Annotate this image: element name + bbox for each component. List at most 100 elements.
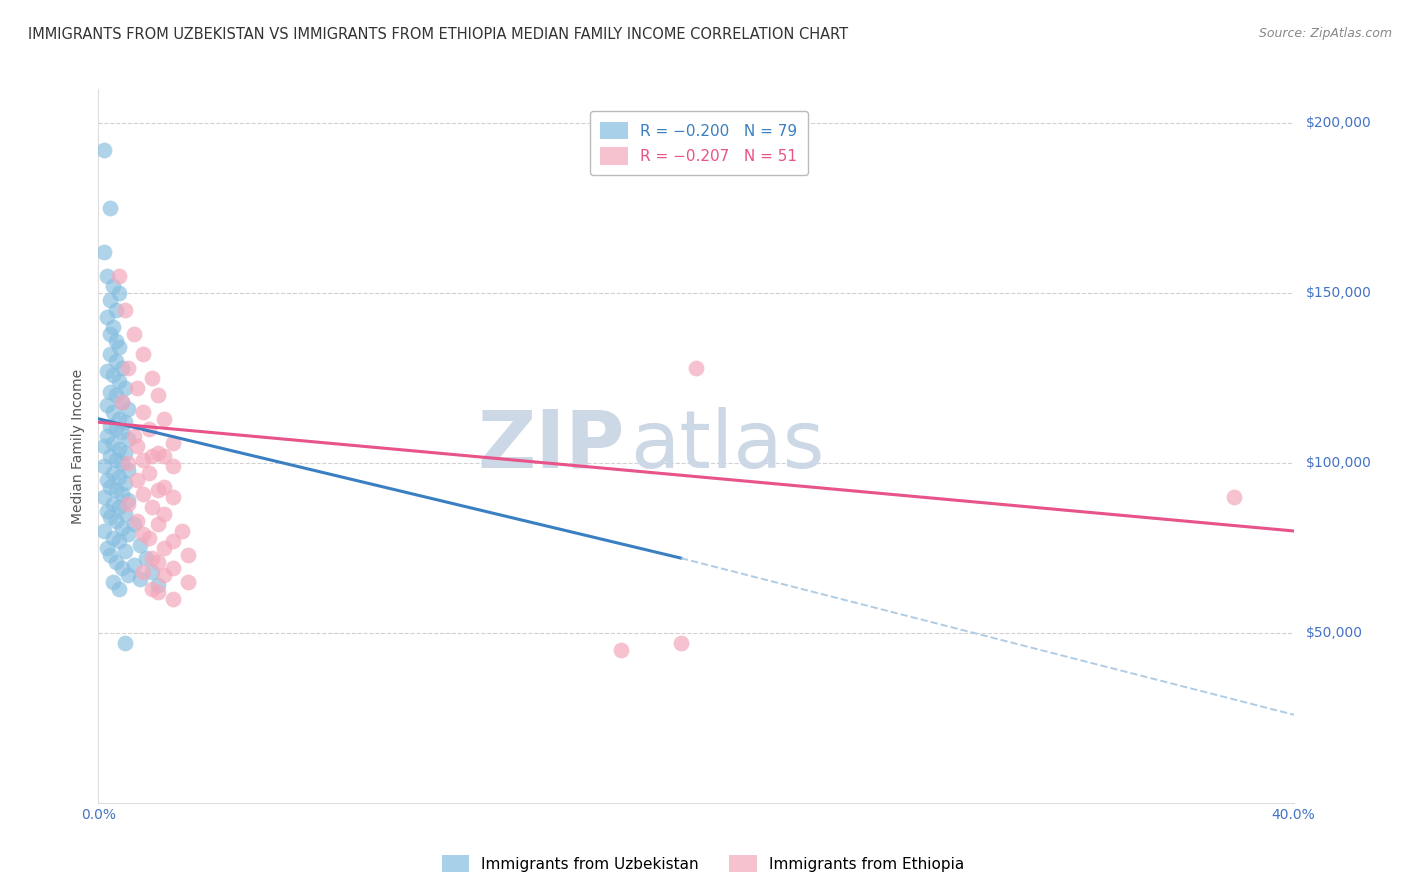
Point	[117, 432, 139, 446]
Text: atlas: atlas	[630, 407, 824, 485]
Point	[172, 524, 194, 538]
Point	[108, 534, 131, 549]
Point	[96, 541, 118, 555]
Point	[103, 466, 125, 480]
Point	[132, 452, 155, 467]
Point	[114, 415, 136, 429]
Point	[153, 541, 176, 555]
Point	[96, 398, 118, 412]
Point	[162, 490, 184, 504]
Point	[124, 517, 146, 532]
Point	[153, 480, 176, 494]
Point	[96, 310, 118, 324]
Legend: R = −0.200   N = 79, R = −0.207   N = 51: R = −0.200 N = 79, R = −0.207 N = 51	[589, 112, 808, 176]
Point	[93, 524, 115, 538]
Point	[105, 334, 128, 348]
Point	[103, 435, 125, 450]
Point	[135, 551, 157, 566]
Point	[162, 591, 184, 606]
Point	[105, 303, 128, 318]
Point	[98, 347, 122, 361]
Point	[111, 394, 134, 409]
Point	[114, 544, 136, 558]
Point	[117, 497, 139, 511]
Point	[132, 565, 155, 579]
Point	[108, 286, 131, 301]
Point	[127, 473, 149, 487]
Point	[105, 388, 128, 402]
Point	[148, 578, 170, 592]
Point	[98, 449, 122, 463]
Text: $200,000: $200,000	[1305, 116, 1371, 130]
Point	[117, 463, 139, 477]
Point	[132, 347, 155, 361]
Point	[103, 279, 125, 293]
Point	[148, 555, 170, 569]
Point	[610, 643, 633, 657]
Point	[111, 486, 134, 500]
Point	[114, 636, 136, 650]
Point	[141, 582, 163, 596]
Point	[162, 459, 184, 474]
Point	[141, 449, 163, 463]
Point	[127, 381, 149, 395]
Point	[103, 497, 125, 511]
Point	[105, 422, 128, 436]
Point	[141, 551, 163, 566]
Point	[685, 360, 707, 375]
Point	[108, 500, 131, 515]
Point	[98, 201, 122, 215]
Point	[669, 636, 692, 650]
Point	[114, 507, 136, 521]
Point	[96, 269, 118, 284]
Point	[93, 245, 115, 260]
Point	[114, 303, 136, 318]
Point	[111, 561, 134, 575]
Point	[98, 510, 122, 524]
Point	[105, 483, 128, 498]
Point	[111, 360, 134, 375]
Point	[96, 503, 118, 517]
Text: IMMIGRANTS FROM UZBEKISTAN VS IMMIGRANTS FROM ETHIOPIA MEDIAN FAMILY INCOME CORR: IMMIGRANTS FROM UZBEKISTAN VS IMMIGRANTS…	[28, 27, 848, 42]
Point	[141, 371, 163, 385]
Point	[111, 425, 134, 440]
Point	[148, 446, 170, 460]
Point	[138, 422, 160, 436]
Point	[117, 527, 139, 541]
Point	[177, 548, 200, 562]
Point	[138, 466, 160, 480]
Point	[98, 293, 122, 307]
Text: $100,000: $100,000	[1305, 456, 1371, 470]
Point	[93, 459, 115, 474]
Point	[1223, 490, 1246, 504]
Point	[98, 418, 122, 433]
Point	[124, 429, 146, 443]
Text: $50,000: $50,000	[1305, 626, 1362, 640]
Point	[162, 534, 184, 549]
Point	[103, 531, 125, 545]
Point	[103, 320, 125, 334]
Point	[127, 439, 149, 453]
Point	[114, 446, 136, 460]
Point	[141, 565, 163, 579]
Point	[93, 439, 115, 453]
Text: Source: ZipAtlas.com: Source: ZipAtlas.com	[1258, 27, 1392, 40]
Point	[114, 476, 136, 491]
Point	[105, 514, 128, 528]
Point	[98, 326, 122, 341]
Point	[148, 388, 170, 402]
Point	[153, 412, 176, 426]
Text: ZIP: ZIP	[477, 407, 624, 485]
Point	[132, 486, 155, 500]
Point	[108, 469, 131, 483]
Point	[103, 368, 125, 382]
Point	[162, 561, 184, 575]
Point	[103, 405, 125, 419]
Point	[117, 568, 139, 582]
Point	[108, 269, 131, 284]
Point	[103, 574, 125, 589]
Point	[108, 375, 131, 389]
Point	[153, 568, 176, 582]
Point	[117, 456, 139, 470]
Point	[93, 490, 115, 504]
